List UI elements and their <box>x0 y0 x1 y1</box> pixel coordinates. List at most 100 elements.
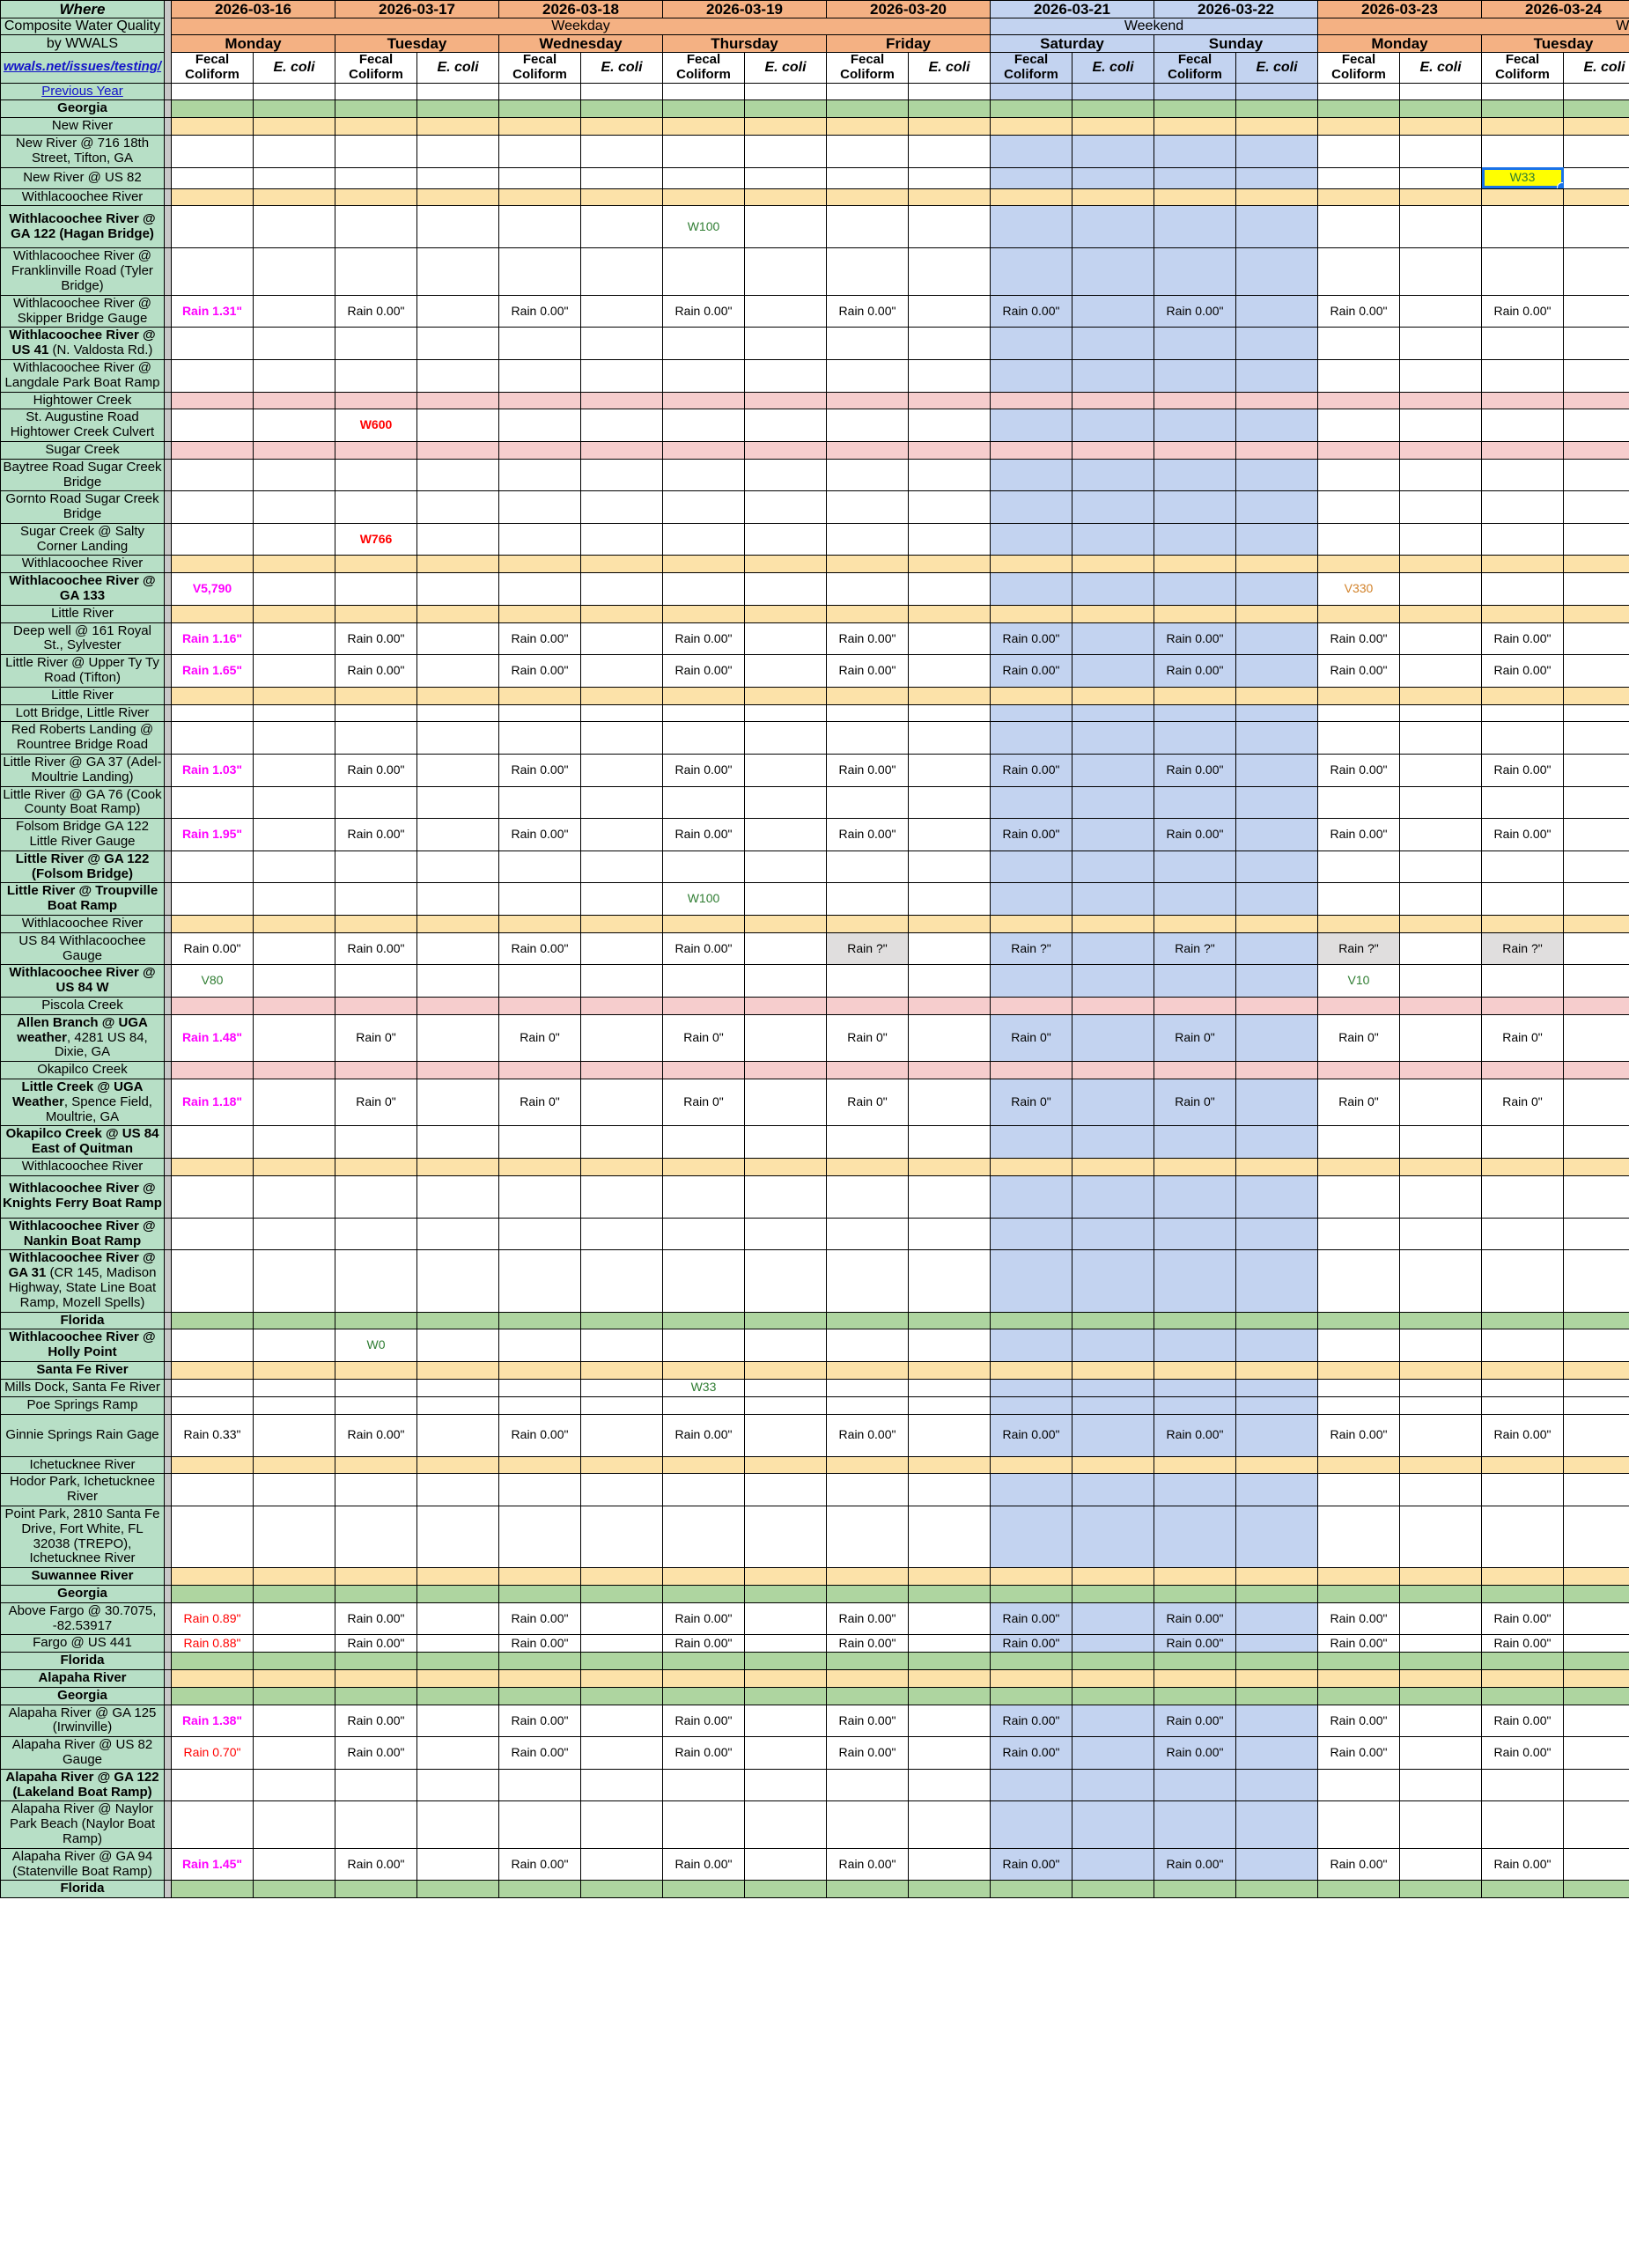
data-cell[interactable] <box>171 1395 254 1415</box>
data-cell[interactable] <box>1481 1360 1564 1380</box>
data-cell[interactable] <box>253 327 335 360</box>
data-cell[interactable] <box>662 785 745 820</box>
data-cell[interactable]: Rain 0" <box>662 1078 745 1127</box>
data-cell[interactable] <box>1235 572 1318 606</box>
data-cell[interactable] <box>580 1505 663 1569</box>
data-cell[interactable] <box>1399 391 1482 410</box>
data-cell[interactable]: Rain 0.00" <box>826 1847 909 1881</box>
data-cell[interactable] <box>990 1455 1072 1475</box>
data-cell[interactable] <box>498 1125 581 1159</box>
data-cell[interactable] <box>744 82 827 101</box>
data-cell[interactable] <box>171 882 254 917</box>
data-cell[interactable] <box>580 1800 663 1849</box>
data-cell[interactable] <box>662 1455 745 1475</box>
data-cell[interactable] <box>335 915 417 933</box>
data-cell[interactable]: Rain 0.00" <box>662 622 745 656</box>
data-cell[interactable] <box>580 932 663 966</box>
data-cell[interactable] <box>990 1061 1072 1079</box>
data-cell[interactable] <box>253 686 335 705</box>
data-cell[interactable] <box>1235 850 1318 884</box>
data-cell[interactable] <box>744 247 827 296</box>
data-cell[interactable] <box>335 1360 417 1380</box>
data-cell[interactable] <box>908 721 991 755</box>
data-cell[interactable] <box>580 1584 663 1603</box>
data-cell[interactable] <box>416 1704 499 1738</box>
data-cell[interactable] <box>580 1360 663 1380</box>
data-cell[interactable] <box>744 1078 827 1127</box>
data-cell[interactable] <box>416 1061 499 1079</box>
data-cell[interactable] <box>416 1847 499 1881</box>
data-cell[interactable] <box>1072 327 1154 360</box>
data-cell[interactable] <box>1399 1736 1482 1770</box>
data-cell[interactable] <box>498 915 581 933</box>
data-cell[interactable] <box>908 1652 991 1671</box>
data-cell[interactable] <box>990 785 1072 820</box>
data-cell[interactable] <box>1235 1686 1318 1705</box>
data-cell[interactable] <box>908 572 991 606</box>
data-cell[interactable] <box>1235 134 1318 168</box>
data-cell[interactable] <box>1399 188 1482 207</box>
data-cell[interactable] <box>1154 1360 1236 1380</box>
data-cell[interactable] <box>1563 1847 1629 1881</box>
data-cell[interactable] <box>1481 134 1564 168</box>
data-cell[interactable] <box>253 409 335 442</box>
data-cell[interactable] <box>826 1378 909 1397</box>
data-cell[interactable]: Rain ?" <box>1154 932 1236 966</box>
data-cell[interactable] <box>335 1311 417 1330</box>
data-cell[interactable] <box>1154 1329 1236 1362</box>
data-cell[interactable] <box>171 915 254 933</box>
data-cell[interactable] <box>990 882 1072 917</box>
data-cell[interactable]: V10 <box>1317 964 1400 998</box>
data-cell[interactable] <box>1154 1473 1236 1506</box>
data-cell[interactable] <box>1235 247 1318 296</box>
data-cell[interactable] <box>1235 1567 1318 1586</box>
data-cell[interactable] <box>1481 1584 1564 1603</box>
data-cell[interactable] <box>662 721 745 755</box>
data-cell[interactable] <box>1235 785 1318 820</box>
data-cell[interactable] <box>826 997 909 1015</box>
data-cell[interactable] <box>826 572 909 606</box>
data-cell[interactable] <box>1154 1800 1236 1849</box>
data-cell[interactable] <box>662 1584 745 1603</box>
data-cell[interactable] <box>1154 188 1236 207</box>
data-cell[interactable] <box>662 850 745 884</box>
data-cell[interactable] <box>1154 1505 1236 1569</box>
data-cell[interactable] <box>826 1174 909 1219</box>
data-cell[interactable] <box>1481 99 1564 119</box>
data-cell[interactable]: Rain 0.00" <box>498 1634 581 1653</box>
data-cell[interactable] <box>171 686 254 705</box>
data-cell[interactable] <box>1317 604 1400 623</box>
data-cell[interactable] <box>580 1455 663 1475</box>
data-cell[interactable] <box>908 1473 991 1506</box>
data-cell[interactable] <box>1317 391 1400 410</box>
data-cell[interactable] <box>744 117 827 136</box>
data-cell[interactable] <box>580 1078 663 1127</box>
data-cell[interactable] <box>416 1395 499 1415</box>
data-cell[interactable] <box>171 166 254 189</box>
data-cell[interactable] <box>662 117 745 136</box>
data-cell[interactable] <box>1399 703 1482 723</box>
data-cell[interactable] <box>1317 703 1400 723</box>
data-cell[interactable] <box>416 358 499 393</box>
data-cell[interactable] <box>416 1686 499 1705</box>
data-cell[interactable] <box>908 1686 991 1705</box>
data-cell[interactable] <box>1317 882 1400 917</box>
data-cell[interactable] <box>1072 1455 1154 1475</box>
data-cell[interactable] <box>662 134 745 168</box>
data-cell[interactable]: Rain 0.00" <box>1481 754 1564 787</box>
data-cell[interactable] <box>1154 82 1236 101</box>
data-cell[interactable] <box>335 1157 417 1176</box>
data-cell[interactable] <box>908 882 991 917</box>
data-cell[interactable] <box>826 1473 909 1506</box>
data-cell[interactable] <box>416 188 499 207</box>
data-cell[interactable]: Rain 0.00" <box>1481 1634 1564 1653</box>
data-cell[interactable] <box>498 99 581 119</box>
data-cell[interactable] <box>498 882 581 917</box>
data-cell[interactable] <box>1563 1311 1629 1330</box>
data-cell[interactable] <box>1563 1061 1629 1079</box>
data-cell[interactable] <box>1072 915 1154 933</box>
data-cell[interactable] <box>171 99 254 119</box>
data-cell[interactable] <box>498 205 581 249</box>
data-cell[interactable] <box>335 358 417 393</box>
data-cell[interactable] <box>416 1078 499 1127</box>
